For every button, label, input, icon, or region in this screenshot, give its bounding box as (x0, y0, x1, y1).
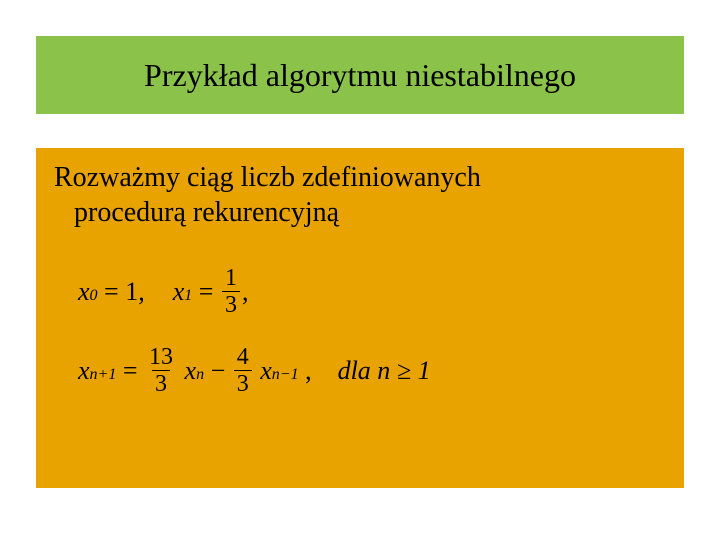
num: 13 (146, 345, 176, 370)
sub-n-plus-1: n+1 (90, 366, 117, 384)
body-box: Rozważmy ciąg liczb zdefiniowanych proce… (36, 148, 684, 488)
den: 3 (234, 370, 252, 396)
slide-title: Przykład algorytmu niestabilnego (144, 57, 576, 94)
title-bar: Przykład algorytmu niestabilnego (36, 36, 684, 114)
frac-13-3: 133 (146, 345, 176, 396)
var-x: x (78, 277, 90, 307)
condition: dla n ≥ 1 (338, 356, 431, 386)
eq-x0: x0 = 1, (78, 277, 145, 307)
intro-text: Rozważmy ciąg liczb zdefiniowanych proce… (54, 160, 666, 230)
eq-x0-value: = 1, (104, 277, 145, 307)
frac-4-3: 43 (234, 345, 252, 396)
den: 3 (222, 291, 240, 317)
intro-line2: procedurą rekurencyjną (54, 197, 339, 228)
recurrence: xn+1 = 133 xn − 43 xn−1 , dla n ≥ 1 (78, 345, 666, 396)
equations-block: x0 = 1, x1 = 13, xn+1 = 133 xn − 43 xn−1… (54, 266, 666, 396)
sub-1: 1 (184, 287, 192, 305)
intro-line1: Rozważmy ciąg liczb zdefiniowanych (54, 162, 481, 193)
slide: Przykład algorytmu niestabilnego Rozważm… (0, 0, 720, 540)
comma: , (305, 356, 312, 386)
comma: , (242, 277, 249, 307)
den: 3 (152, 370, 170, 396)
initial-conditions: x0 = 1, x1 = 13, (78, 266, 666, 317)
var-x: x (260, 356, 272, 386)
num: 1 (222, 266, 240, 291)
eq-x1: x1 = 13, (173, 266, 249, 317)
frac-1-3: 13 (222, 266, 240, 317)
var-x: x (185, 356, 197, 386)
equals: = (123, 356, 138, 386)
eq-recurrence: xn+1 = 133 xn − 43 xn−1 , (78, 345, 312, 396)
minus: − (211, 356, 226, 386)
num: 4 (234, 345, 252, 370)
var-x: x (78, 356, 90, 386)
sub-n: n (196, 366, 204, 384)
equals: = (199, 277, 214, 307)
sub-n-minus-1: n−1 (272, 366, 299, 384)
var-x: x (173, 277, 185, 307)
sub-0: 0 (90, 287, 98, 305)
